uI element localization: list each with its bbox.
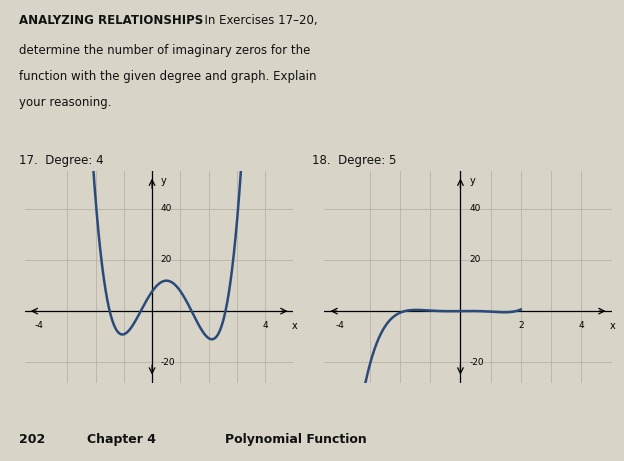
Text: 2: 2 [518, 321, 524, 331]
Text: function with the given degree and graph. Explain: function with the given degree and graph… [19, 70, 316, 83]
Text: 40: 40 [469, 204, 481, 213]
Text: 4: 4 [578, 321, 584, 331]
Text: -4: -4 [35, 321, 44, 331]
Text: 20: 20 [469, 255, 481, 265]
Text: ANALYZING RELATIONSHIPS: ANALYZING RELATIONSHIPS [19, 14, 203, 27]
Text: Polynomial Function: Polynomial Function [225, 433, 366, 446]
Text: y: y [469, 176, 475, 186]
Text: -20: -20 [160, 358, 175, 366]
Text: -20: -20 [469, 358, 484, 366]
Text: 18.  Degree: 5: 18. Degree: 5 [312, 154, 396, 167]
Text: 40: 40 [160, 204, 172, 213]
Text: your reasoning.: your reasoning. [19, 96, 111, 109]
Text: 202: 202 [19, 433, 45, 446]
Text: Chapter 4: Chapter 4 [87, 433, 157, 446]
Text: -4: -4 [335, 321, 344, 331]
Text: 17.  Degree: 4: 17. Degree: 4 [19, 154, 104, 167]
Text: In Exercises 17–20,: In Exercises 17–20, [197, 14, 317, 27]
Text: 20: 20 [160, 255, 172, 265]
Text: 4: 4 [262, 321, 268, 331]
Text: y: y [160, 176, 166, 186]
Text: x: x [610, 321, 616, 331]
Text: x: x [292, 321, 298, 331]
Text: determine the number of imaginary zeros for the: determine the number of imaginary zeros … [19, 44, 310, 57]
